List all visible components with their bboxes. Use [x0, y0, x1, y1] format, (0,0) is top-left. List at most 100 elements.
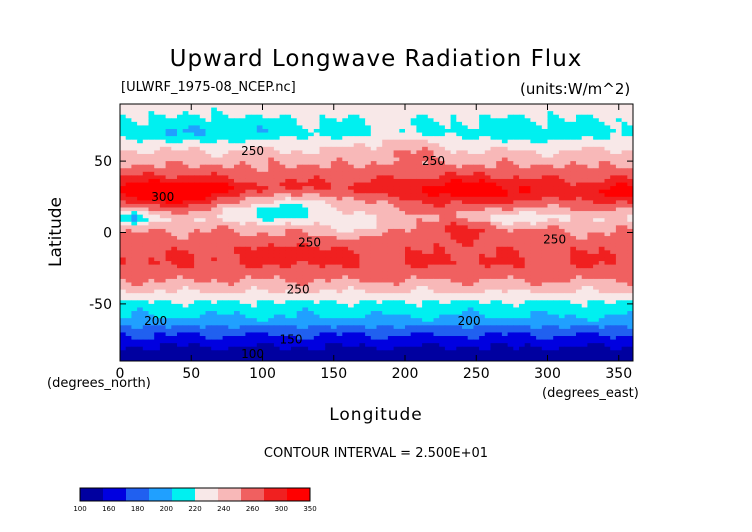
heatmap-cell [450, 161, 457, 166]
heatmap-cell [165, 128, 172, 133]
heatmap-cell [211, 228, 218, 233]
heatmap-cell [182, 236, 189, 241]
heatmap-cell [399, 114, 406, 119]
heatmap-cell [262, 111, 269, 116]
heatmap-cell [165, 278, 172, 283]
heatmap-cell [405, 143, 412, 148]
heatmap-cell [541, 196, 548, 201]
heatmap-cell [165, 203, 172, 208]
heatmap-cell [621, 253, 628, 258]
heatmap-cell [382, 200, 389, 205]
heatmap-cell [313, 196, 320, 201]
heatmap-cell [131, 196, 138, 201]
heatmap-cell [439, 264, 446, 269]
heatmap-cell [490, 153, 497, 158]
heatmap-cell [199, 153, 206, 158]
heatmap-cell [621, 118, 628, 123]
heatmap-cell [148, 236, 155, 241]
heatmap-cell [182, 232, 189, 237]
heatmap-cell [393, 225, 400, 230]
heatmap-cell [410, 139, 417, 144]
heatmap-cell [484, 121, 491, 126]
heatmap-cell [410, 211, 417, 216]
heatmap-cell [308, 268, 315, 273]
heatmap-cell [279, 232, 286, 237]
heatmap-cell [490, 207, 497, 212]
heatmap-cell [137, 211, 144, 216]
heatmap-cell [234, 111, 241, 116]
heatmap-cell [530, 143, 537, 148]
heatmap-cell [251, 278, 258, 283]
heatmap-cell [336, 214, 343, 219]
heatmap-cell [302, 111, 309, 116]
heatmap-cell [199, 125, 206, 130]
heatmap-cell [256, 275, 263, 280]
heatmap-cell [171, 282, 178, 287]
heatmap-cell [353, 225, 360, 230]
heatmap-cell [536, 203, 543, 208]
heatmap-cell [336, 150, 343, 155]
heatmap-cell [342, 236, 349, 241]
heatmap-cell [171, 236, 178, 241]
heatmap-cell [393, 203, 400, 208]
heatmap-cell [353, 178, 360, 183]
heatmap-cell [365, 289, 372, 294]
heatmap-cell [353, 143, 360, 148]
heatmap-cell [405, 189, 412, 194]
heatmap-cell [604, 196, 611, 201]
heatmap-cell [598, 200, 605, 205]
heatmap-cell [165, 200, 172, 205]
heatmap-cell [342, 182, 349, 187]
heatmap-cell [524, 136, 531, 141]
heatmap-cell [148, 232, 155, 237]
heatmap-cell [342, 289, 349, 294]
heatmap-cell [370, 189, 377, 194]
heatmap-cell [558, 118, 565, 123]
heatmap-cell [553, 193, 560, 198]
heatmap-cell [268, 253, 275, 258]
heatmap-cell [148, 289, 155, 294]
heatmap-cell [148, 193, 155, 198]
heatmap-cell [234, 243, 241, 248]
heatmap-cell [410, 275, 417, 280]
heatmap-cell [148, 300, 155, 305]
heatmap-cell [188, 161, 195, 166]
heatmap-cell [222, 125, 229, 130]
heatmap-cell [302, 132, 309, 137]
heatmap-cell [427, 153, 434, 158]
heatmap-cell [296, 128, 303, 133]
heatmap-cell [598, 132, 605, 137]
heatmap-cell [473, 143, 480, 148]
heatmap-cell [325, 153, 332, 158]
heatmap-cell [501, 275, 508, 280]
heatmap-cell [530, 121, 537, 126]
heatmap-cell [182, 218, 189, 223]
heatmap-cell [587, 186, 594, 191]
heatmap-cell [268, 211, 275, 216]
heatmap-cell [348, 250, 355, 255]
heatmap-cell [159, 271, 166, 276]
heatmap-cell [444, 153, 451, 158]
heatmap-cell [450, 278, 457, 283]
heatmap-cell [558, 186, 565, 191]
heatmap-cell [131, 121, 138, 126]
heatmap-cell [296, 196, 303, 201]
heatmap-cell [558, 214, 565, 219]
heatmap-cell [496, 289, 503, 294]
heatmap-cell [313, 239, 320, 244]
heatmap-cell [524, 164, 531, 169]
heatmap-cell [593, 243, 600, 248]
heatmap-cell [365, 139, 372, 144]
heatmap-cell [490, 164, 497, 169]
heatmap-cell [376, 239, 383, 244]
heatmap-cell [148, 128, 155, 133]
heatmap-cell [125, 161, 132, 166]
heatmap-cell [587, 211, 594, 216]
heatmap-cell [541, 125, 548, 130]
heatmap-cell [593, 293, 600, 298]
heatmap-cell [439, 200, 446, 205]
heatmap-cell [399, 225, 406, 230]
heatmap-cell [348, 168, 355, 173]
heatmap-cell [177, 193, 184, 198]
heatmap-cell [558, 257, 565, 262]
